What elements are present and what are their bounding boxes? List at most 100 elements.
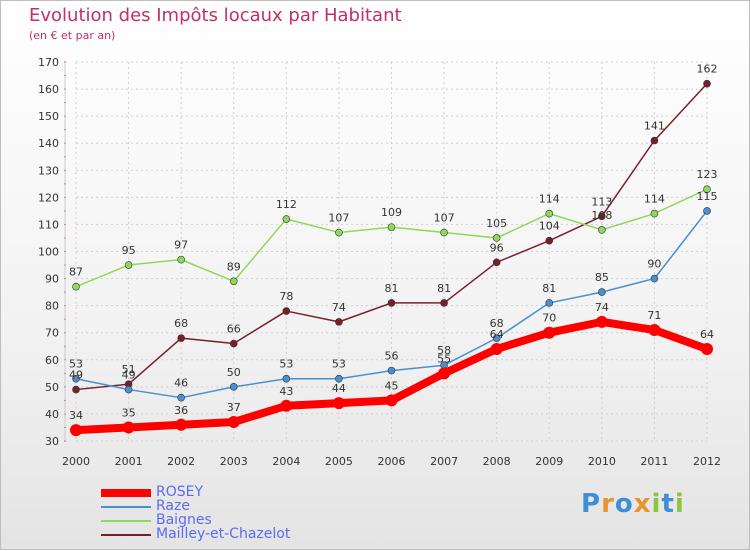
data-label: 97	[174, 239, 188, 252]
logo-letter: t	[661, 489, 675, 519]
data-point	[229, 383, 238, 391]
proxiti-logo: Proxiti	[581, 489, 685, 519]
data-point	[438, 367, 451, 380]
legend-item: Mailley-et-Chazelot	[101, 526, 361, 542]
data-label: 53	[332, 358, 346, 371]
y-tick-label: 80	[45, 300, 59, 313]
y-tick-label: 50	[45, 381, 59, 394]
x-tick-label: 2010	[588, 455, 616, 468]
y-tick-label: 90	[45, 273, 59, 286]
data-label: 34	[69, 409, 83, 422]
data-label: 64	[700, 328, 714, 341]
data-point	[545, 209, 554, 218]
data-label: 56	[385, 350, 399, 363]
data-label: 50	[227, 366, 241, 379]
data-point	[648, 324, 661, 337]
data-point	[701, 342, 713, 355]
data-label: 44	[332, 382, 346, 395]
data-label: 141	[644, 120, 665, 133]
data-point	[282, 307, 291, 315]
legend-swatch	[101, 489, 151, 497]
data-label: 53	[69, 358, 83, 371]
data-point	[72, 282, 80, 291]
data-label: 68	[490, 317, 504, 330]
data-point	[598, 226, 606, 234]
y-tick-label: 170	[38, 56, 59, 69]
legend-swatch	[101, 506, 151, 508]
data-point	[490, 342, 503, 355]
data-point	[280, 399, 293, 412]
data-point	[229, 277, 238, 286]
data-label: 85	[595, 271, 609, 284]
data-label: 55	[437, 352, 451, 365]
data-label: 66	[227, 323, 241, 336]
data-point	[122, 421, 135, 434]
data-point	[385, 394, 398, 407]
data-point	[70, 424, 82, 437]
data-point	[227, 416, 240, 429]
legend-item: Raze	[101, 498, 361, 514]
y-tick-label: 40	[45, 408, 59, 421]
data-point	[440, 299, 448, 307]
y-tick-label: 130	[38, 164, 59, 177]
data-label: 51	[122, 363, 136, 376]
data-label: 107	[328, 212, 349, 225]
logo-letter: i	[651, 489, 662, 519]
series-layer	[70, 79, 713, 437]
data-label: 114	[644, 193, 665, 206]
data-label: 49	[69, 369, 83, 382]
y-tick-label: 110	[38, 218, 59, 231]
x-tick-label: 2006	[378, 455, 406, 468]
data-label: 64	[490, 328, 504, 341]
chart-title: Evolution des Impôts locaux par Habitant	[29, 5, 402, 26]
y-tick-label: 30	[45, 435, 59, 448]
data-label: 81	[542, 282, 556, 295]
data-point	[229, 339, 238, 348]
data-label: 89	[227, 260, 241, 273]
data-label: 71	[647, 309, 661, 322]
legend-swatch	[101, 534, 151, 536]
logo-letter: P	[581, 489, 602, 519]
data-point	[387, 366, 396, 375]
data-point	[543, 326, 556, 339]
data-label: 113	[591, 195, 612, 208]
data-point	[177, 393, 185, 402]
x-tick-label: 2003	[220, 455, 248, 468]
data-point	[335, 374, 343, 383]
data-label: 74	[332, 301, 346, 314]
data-point	[545, 299, 554, 307]
data-label: 78	[279, 290, 293, 303]
data-point	[387, 223, 396, 231]
data-label: 58	[437, 344, 451, 357]
data-label: 81	[437, 282, 451, 295]
data-label: 37	[227, 401, 241, 414]
data-point	[282, 215, 291, 223]
data-point	[545, 236, 554, 245]
x-tick-label: 2004	[272, 455, 300, 468]
data-label: 90	[647, 258, 661, 271]
legend-label: Mailley-et-Chazelot	[156, 526, 291, 542]
legend-label: Baignes	[156, 512, 212, 528]
data-point	[124, 385, 133, 394]
legend-swatch	[101, 520, 151, 522]
legend-item: ROSEY	[101, 484, 361, 500]
data-label: 36	[174, 404, 188, 417]
data-label: 74	[595, 301, 609, 314]
data-point	[332, 397, 345, 410]
y-tick-label: 60	[45, 354, 59, 367]
y-tick-label: 160	[38, 83, 59, 96]
data-label: 96	[490, 241, 504, 254]
x-tick-label: 2008	[483, 455, 511, 468]
data-point	[72, 374, 80, 383]
data-point	[492, 234, 501, 242]
data-point	[703, 207, 711, 215]
data-point	[440, 228, 448, 237]
x-tick-label: 2009	[535, 455, 563, 468]
data-label: 95	[122, 244, 136, 257]
data-point	[335, 318, 343, 326]
x-tick-label: 2000	[62, 455, 90, 468]
data-point	[703, 185, 711, 194]
logo-letter: r	[601, 489, 615, 519]
data-label: 43	[279, 385, 293, 398]
